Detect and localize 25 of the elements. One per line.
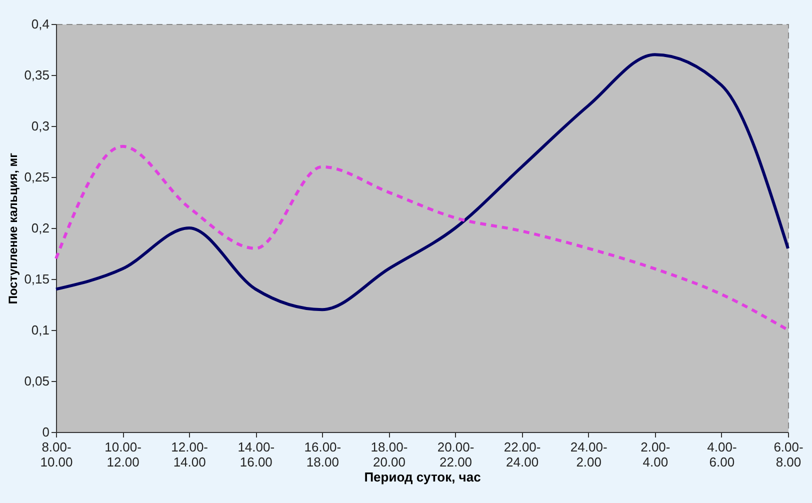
x-tick-label: 22.00-24.00: [504, 440, 541, 470]
x-tick-label: 20.00-22.00: [437, 440, 474, 470]
x-tick-label: 10.00-12.00: [104, 440, 142, 470]
y-tick-label: 0,3: [31, 118, 50, 134]
x-tick-label: 16.00-18.00: [304, 440, 342, 470]
y-tick-label: 0,05: [24, 374, 50, 388]
y-tick-label: 0,1: [31, 322, 50, 338]
x-axis-title: Период суток, час: [364, 470, 481, 484]
y-tick-label: 0,2: [31, 220, 50, 236]
line-series: [54, 144, 790, 332]
y-tick-label: 0: [42, 424, 50, 440]
y-tick-label: 0,15: [24, 272, 50, 286]
x-tick-label: 8.00-10.00: [40, 440, 73, 470]
x-tick-label: 12.00-14.00: [171, 440, 208, 470]
y-tick-label: 0,25: [24, 170, 50, 184]
x-tick-label: 14.00-16.00: [238, 440, 275, 470]
x-tick-label: 2.00-4.00: [640, 440, 670, 470]
y-axis-title: Поступление кальция, мг: [6, 152, 20, 304]
x-tick-label: 18.00-20.00: [370, 440, 408, 470]
y-tick-label: 0,4: [31, 16, 50, 32]
x-tick-label: 6.00-8.00: [774, 440, 804, 470]
y-tick-label: 0,35: [24, 68, 50, 82]
x-tick-label: 24.00-2.00: [570, 440, 608, 470]
x-tick-label: 4.00-6.00: [707, 440, 737, 470]
line-series: [54, 53, 790, 312]
